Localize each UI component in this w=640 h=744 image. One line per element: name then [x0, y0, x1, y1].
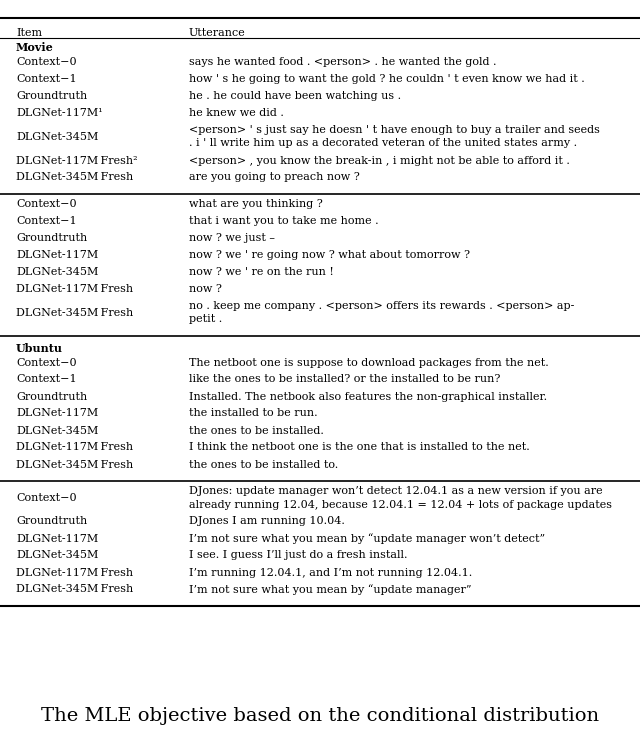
Text: like the ones to be installed? or the installed to be run?: like the ones to be installed? or the in… — [189, 374, 500, 385]
Text: that i want you to take me home .: that i want you to take me home . — [189, 216, 378, 226]
Text: Context−0: Context−0 — [16, 493, 77, 503]
Text: I think the netboot one is the one that is installed to the net.: I think the netboot one is the one that … — [189, 443, 529, 452]
Text: now ? we ' re on the run !: now ? we ' re on the run ! — [189, 267, 333, 277]
Text: how ' s he going to want the gold ? he couldn ' t even know we had it .: how ' s he going to want the gold ? he c… — [189, 74, 584, 84]
Text: DJones I am running 10.04.: DJones I am running 10.04. — [189, 516, 345, 527]
Text: . i ' ll write him up as a decorated veteran of the united states army .: . i ' ll write him up as a decorated vet… — [189, 138, 577, 149]
Text: DLGNet-117M¹: DLGNet-117M¹ — [16, 108, 102, 118]
Text: he . he could have been watching us .: he . he could have been watching us . — [189, 91, 401, 101]
Text: DLGNet-117M: DLGNet-117M — [16, 408, 99, 418]
Text: The netboot one is suppose to download packages from the net.: The netboot one is suppose to download p… — [189, 358, 548, 368]
Text: <person> ' s just say he doesn ' t have enough to buy a trailer and seeds: <person> ' s just say he doesn ' t have … — [189, 125, 600, 135]
Text: DLGNet-117M: DLGNet-117M — [16, 250, 99, 260]
Text: <person> , you know the break-in , i might not be able to afford it .: <person> , you know the break-in , i mig… — [189, 155, 570, 165]
Text: DLGNet-345M: DLGNet-345M — [16, 551, 99, 560]
Text: DLGNet-345M Fresh: DLGNet-345M Fresh — [16, 173, 133, 182]
Text: now ? we just –: now ? we just – — [189, 233, 275, 243]
Text: already running 12.04, because 12.04.1 = 12.04 + lots of package updates: already running 12.04, because 12.04.1 =… — [189, 499, 612, 510]
Text: Utterance: Utterance — [189, 28, 246, 39]
Text: Context−0: Context−0 — [16, 358, 77, 368]
Text: Groundtruth: Groundtruth — [16, 391, 87, 402]
Text: are you going to preach now ?: are you going to preach now ? — [189, 173, 360, 182]
Text: Groundtruth: Groundtruth — [16, 91, 87, 101]
Text: he knew we did .: he knew we did . — [189, 108, 284, 118]
Text: Context−1: Context−1 — [16, 216, 77, 226]
Text: DLGNet-345M Fresh: DLGNet-345M Fresh — [16, 460, 133, 469]
Text: DLGNet-345M: DLGNet-345M — [16, 426, 99, 435]
Text: now ?: now ? — [189, 284, 221, 294]
Text: now ? we ' re going now ? what about tomorrow ?: now ? we ' re going now ? what about tom… — [189, 250, 470, 260]
Text: Context−0: Context−0 — [16, 199, 77, 209]
Text: I’m running 12.04.1, and I’m not running 12.04.1.: I’m running 12.04.1, and I’m not running… — [189, 568, 472, 577]
Text: DLGNet-117M Fresh: DLGNet-117M Fresh — [16, 284, 133, 294]
Text: I’m not sure what you mean by “update manager won’t detect”: I’m not sure what you mean by “update ma… — [189, 533, 545, 544]
Text: Groundtruth: Groundtruth — [16, 233, 87, 243]
Text: Movie: Movie — [16, 42, 54, 53]
Text: The MLE objective based on the conditional distribution: The MLE objective based on the condition… — [41, 707, 599, 725]
Text: Item: Item — [16, 28, 42, 39]
Text: Installed. The netbook also features the non-graphical installer.: Installed. The netbook also features the… — [189, 391, 547, 402]
Text: Ubuntu: Ubuntu — [16, 342, 63, 353]
Text: the installed to be run.: the installed to be run. — [189, 408, 317, 418]
Text: the ones to be installed to.: the ones to be installed to. — [189, 460, 338, 469]
Text: DLGNet-345M: DLGNet-345M — [16, 267, 99, 277]
Text: Context−0: Context−0 — [16, 57, 77, 67]
Text: says he wanted food . <person> . he wanted the gold .: says he wanted food . <person> . he want… — [189, 57, 496, 67]
Text: what are you thinking ?: what are you thinking ? — [189, 199, 323, 209]
Text: DLGNet-345M Fresh: DLGNet-345M Fresh — [16, 585, 133, 594]
Text: I see. I guess I’ll just do a fresh install.: I see. I guess I’ll just do a fresh inst… — [189, 551, 407, 560]
Text: Groundtruth: Groundtruth — [16, 516, 87, 527]
Text: no . keep me company . <person> offers its rewards . <person> ap-: no . keep me company . <person> offers i… — [189, 301, 574, 311]
Text: Context−1: Context−1 — [16, 74, 77, 84]
Text: DLGNet-345M: DLGNet-345M — [16, 132, 99, 142]
Text: DJones: update manager won’t detect 12.04.1 as a new version if you are: DJones: update manager won’t detect 12.0… — [189, 486, 602, 496]
Text: DLGNet-117M Fresh: DLGNet-117M Fresh — [16, 443, 133, 452]
Text: DLGNet-117M Fresh: DLGNet-117M Fresh — [16, 568, 133, 577]
Text: DLGNet-117M Fresh²: DLGNet-117M Fresh² — [16, 155, 138, 165]
Text: DLGNet-345M Fresh: DLGNet-345M Fresh — [16, 308, 133, 318]
Text: the ones to be installed.: the ones to be installed. — [189, 426, 324, 435]
Text: petit .: petit . — [189, 315, 222, 324]
Text: Context−1: Context−1 — [16, 374, 77, 385]
Text: I’m not sure what you mean by “update manager”: I’m not sure what you mean by “update ma… — [189, 584, 471, 595]
Text: DLGNet-117M: DLGNet-117M — [16, 533, 99, 544]
